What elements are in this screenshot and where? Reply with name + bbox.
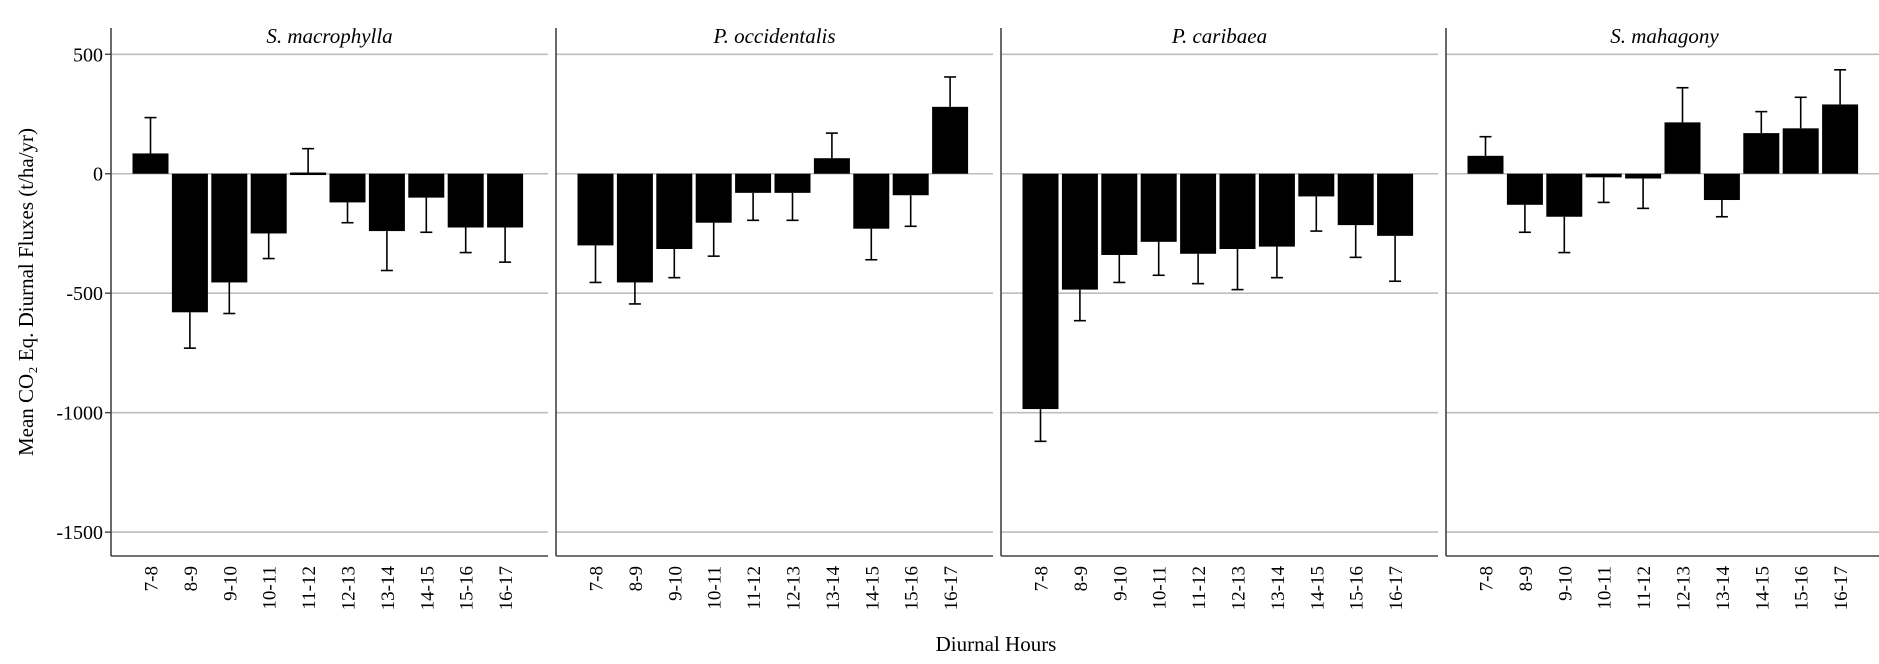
y-tick-label: -500 xyxy=(66,283,103,305)
x-tick-label: 12-13 xyxy=(339,566,360,610)
bar xyxy=(1219,173,1256,249)
y-tick-label: 500 xyxy=(73,44,103,66)
bar xyxy=(577,173,614,246)
y-tick-label: 0 xyxy=(93,164,103,186)
bar xyxy=(1703,173,1740,201)
x-tick-label: 10-11 xyxy=(260,566,281,610)
x-tick-label: 16-17 xyxy=(941,566,962,610)
x-tick-label: 14-15 xyxy=(1307,566,1328,610)
bar xyxy=(774,173,811,193)
bar xyxy=(1467,155,1504,174)
x-tick-label: 7-8 xyxy=(142,566,163,591)
x-tick-label: 11-12 xyxy=(1634,566,1655,610)
x-tick-label: 7-8 xyxy=(587,566,608,591)
bar xyxy=(1337,173,1374,226)
x-tick-label: 14-15 xyxy=(417,566,438,610)
x-tick-label: 13-14 xyxy=(823,566,844,611)
bar xyxy=(250,173,287,234)
bar xyxy=(368,173,405,232)
y-axis-title: Mean CO₂ Eq. Diurnal Fluxes (t/ha/yr) xyxy=(14,128,38,456)
bar xyxy=(1743,133,1780,174)
bar xyxy=(616,173,653,283)
x-tick-label: 9-10 xyxy=(220,566,241,601)
x-tick-label: 9-10 xyxy=(1555,566,1576,601)
x-axis-title: Diurnal Hours xyxy=(936,632,1057,656)
panel-title: S. macrophylla xyxy=(266,24,392,48)
x-tick-label: 7-8 xyxy=(1477,566,1498,591)
bar xyxy=(656,173,693,249)
bar xyxy=(1506,173,1543,205)
bar xyxy=(171,173,208,313)
x-tick-label: 16-17 xyxy=(1831,566,1852,610)
bar xyxy=(1664,122,1701,174)
panel-title: P. caribaea xyxy=(1171,24,1267,48)
x-tick-label: 14-15 xyxy=(1752,566,1773,610)
x-tick-label: 10-11 xyxy=(1595,566,1616,610)
x-tick-label: 16-17 xyxy=(496,566,517,610)
bar xyxy=(932,106,969,174)
x-tick-label: 8-9 xyxy=(1516,566,1537,591)
x-tick-label: 13-14 xyxy=(1268,566,1289,611)
x-tick-label: 13-14 xyxy=(1713,566,1734,611)
bar xyxy=(1822,104,1859,174)
bar xyxy=(1298,173,1335,197)
bar xyxy=(735,173,772,193)
x-tick-label: 11-12 xyxy=(1189,566,1210,610)
bar xyxy=(1377,173,1414,236)
x-tick-label: 14-15 xyxy=(862,566,883,610)
x-tick-label: 10-11 xyxy=(1150,566,1171,610)
bar xyxy=(1782,128,1819,174)
x-tick-label: 13-14 xyxy=(378,566,399,611)
x-tick-label: 16-17 xyxy=(1386,566,1407,610)
x-tick-label: 11-12 xyxy=(744,566,765,610)
bar xyxy=(1140,173,1177,242)
x-tick-label: 15-16 xyxy=(902,566,923,610)
panel-title: P. occidentalis xyxy=(712,24,835,48)
bar xyxy=(408,173,445,198)
x-tick-label: 12-13 xyxy=(1674,566,1695,610)
bar xyxy=(487,173,524,228)
bar xyxy=(211,173,248,283)
y-tick-label: -1500 xyxy=(56,522,103,544)
x-tick-label: 9-10 xyxy=(1110,566,1131,601)
x-tick-label: 15-16 xyxy=(457,566,478,610)
bar xyxy=(290,172,327,176)
x-tick-label: 8-9 xyxy=(626,566,647,591)
bar xyxy=(1625,173,1662,179)
x-tick-label: 8-9 xyxy=(181,566,202,591)
x-tick-label: 11-12 xyxy=(299,566,320,610)
panel-title: S. mahagony xyxy=(1610,24,1719,48)
bar xyxy=(447,173,484,228)
x-tick-label: 10-11 xyxy=(705,566,726,610)
x-tick-label: 8-9 xyxy=(1071,566,1092,591)
x-tick-label: 9-10 xyxy=(665,566,686,601)
bar xyxy=(1022,173,1059,410)
x-tick-label: 7-8 xyxy=(1032,566,1053,591)
y-tick-label: -1000 xyxy=(56,403,103,425)
bar xyxy=(813,158,850,174)
x-tick-label: 12-13 xyxy=(784,566,805,610)
x-tick-label: 15-16 xyxy=(1347,566,1368,610)
bar xyxy=(1101,173,1138,255)
bar xyxy=(695,173,732,223)
bar xyxy=(1061,173,1098,290)
bar xyxy=(853,173,890,229)
bar xyxy=(329,173,366,203)
bar xyxy=(1258,173,1295,247)
bar xyxy=(132,153,169,174)
bar xyxy=(1180,173,1217,254)
x-tick-label: 15-16 xyxy=(1792,566,1813,610)
bar xyxy=(892,173,929,196)
x-tick-label: 12-13 xyxy=(1229,566,1250,610)
bar xyxy=(1546,173,1583,217)
bar xyxy=(1585,173,1622,178)
